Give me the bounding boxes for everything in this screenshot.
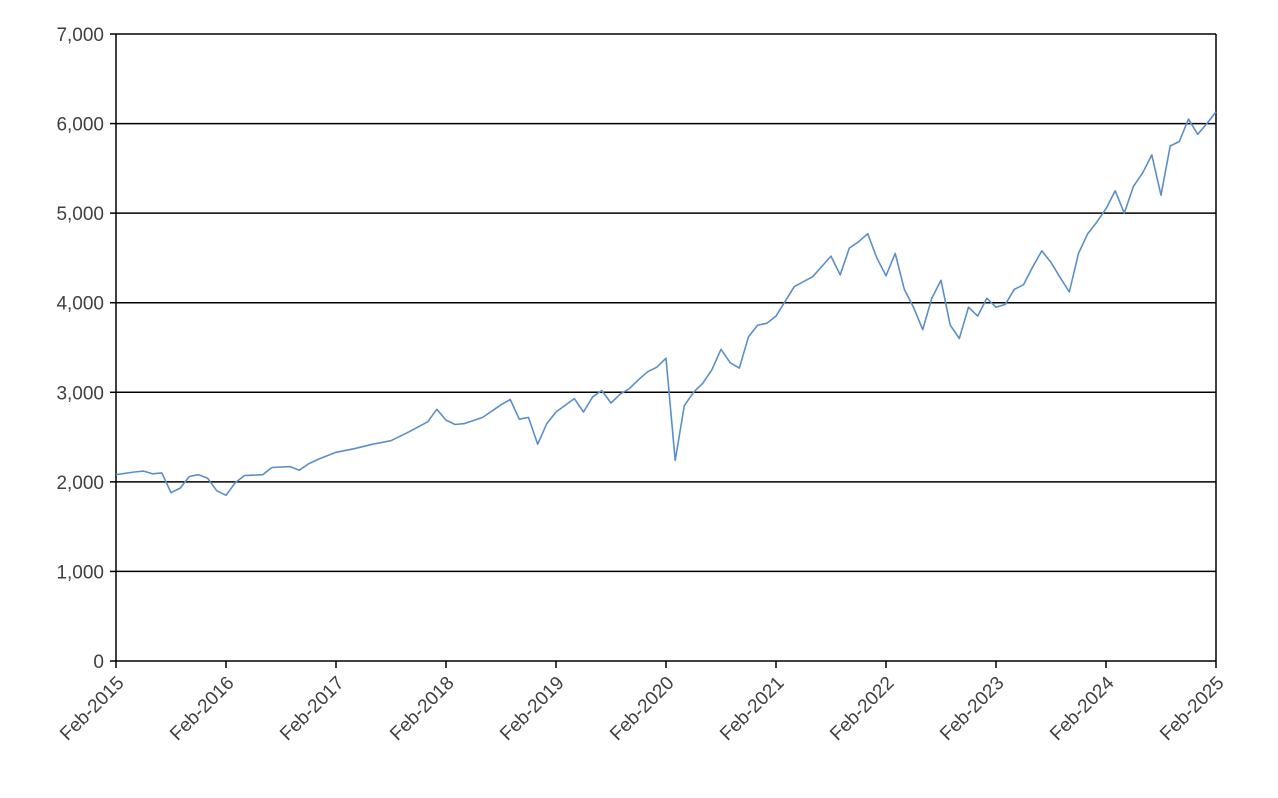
gridlines (110, 33, 1217, 668)
x-axis-tick-labels: Feb-2015 Feb-2016 Feb-2017 Feb-2018 Feb-2019… (56, 672, 1228, 745)
x-tick-label: Feb-2017 (276, 673, 348, 745)
y-tick-label: 5,000 (56, 204, 104, 225)
y-tick-label: 6,000 (56, 115, 104, 136)
y-tick-label: 7,000 (56, 25, 104, 46)
y-tick-label: 4,000 (56, 294, 104, 315)
x-tick-label: Feb-2016 (166, 673, 238, 745)
y-tick-label: 3,000 (56, 383, 104, 404)
x-tick-label: Feb-2019 (496, 673, 568, 745)
x-tick-label: Feb-2018 (386, 673, 458, 745)
x-tick-label: Feb-2021 (716, 673, 788, 745)
series-line (115, 111, 1217, 497)
y-axis-tick-labels: 0 1,000 2,000 3,000 4,000 5,000 6,000 7,000 (56, 25, 104, 673)
x-tick-label: Feb-2015 (56, 673, 128, 745)
x-tick-label: Feb-2024 (1046, 672, 1119, 745)
x-tick-label: Feb-2025 (1156, 673, 1228, 745)
series-group (115, 111, 1217, 497)
y-tick-label: 2,000 (56, 473, 104, 494)
y-tick-label: 0 (93, 652, 104, 673)
y-tick-label: 1,000 (56, 562, 104, 583)
x-tick-label: Feb-2023 (936, 673, 1008, 745)
axes (115, 34, 1217, 662)
x-tick-label: Feb-2022 (826, 673, 898, 745)
x-tick-label: Feb-2020 (606, 673, 678, 745)
